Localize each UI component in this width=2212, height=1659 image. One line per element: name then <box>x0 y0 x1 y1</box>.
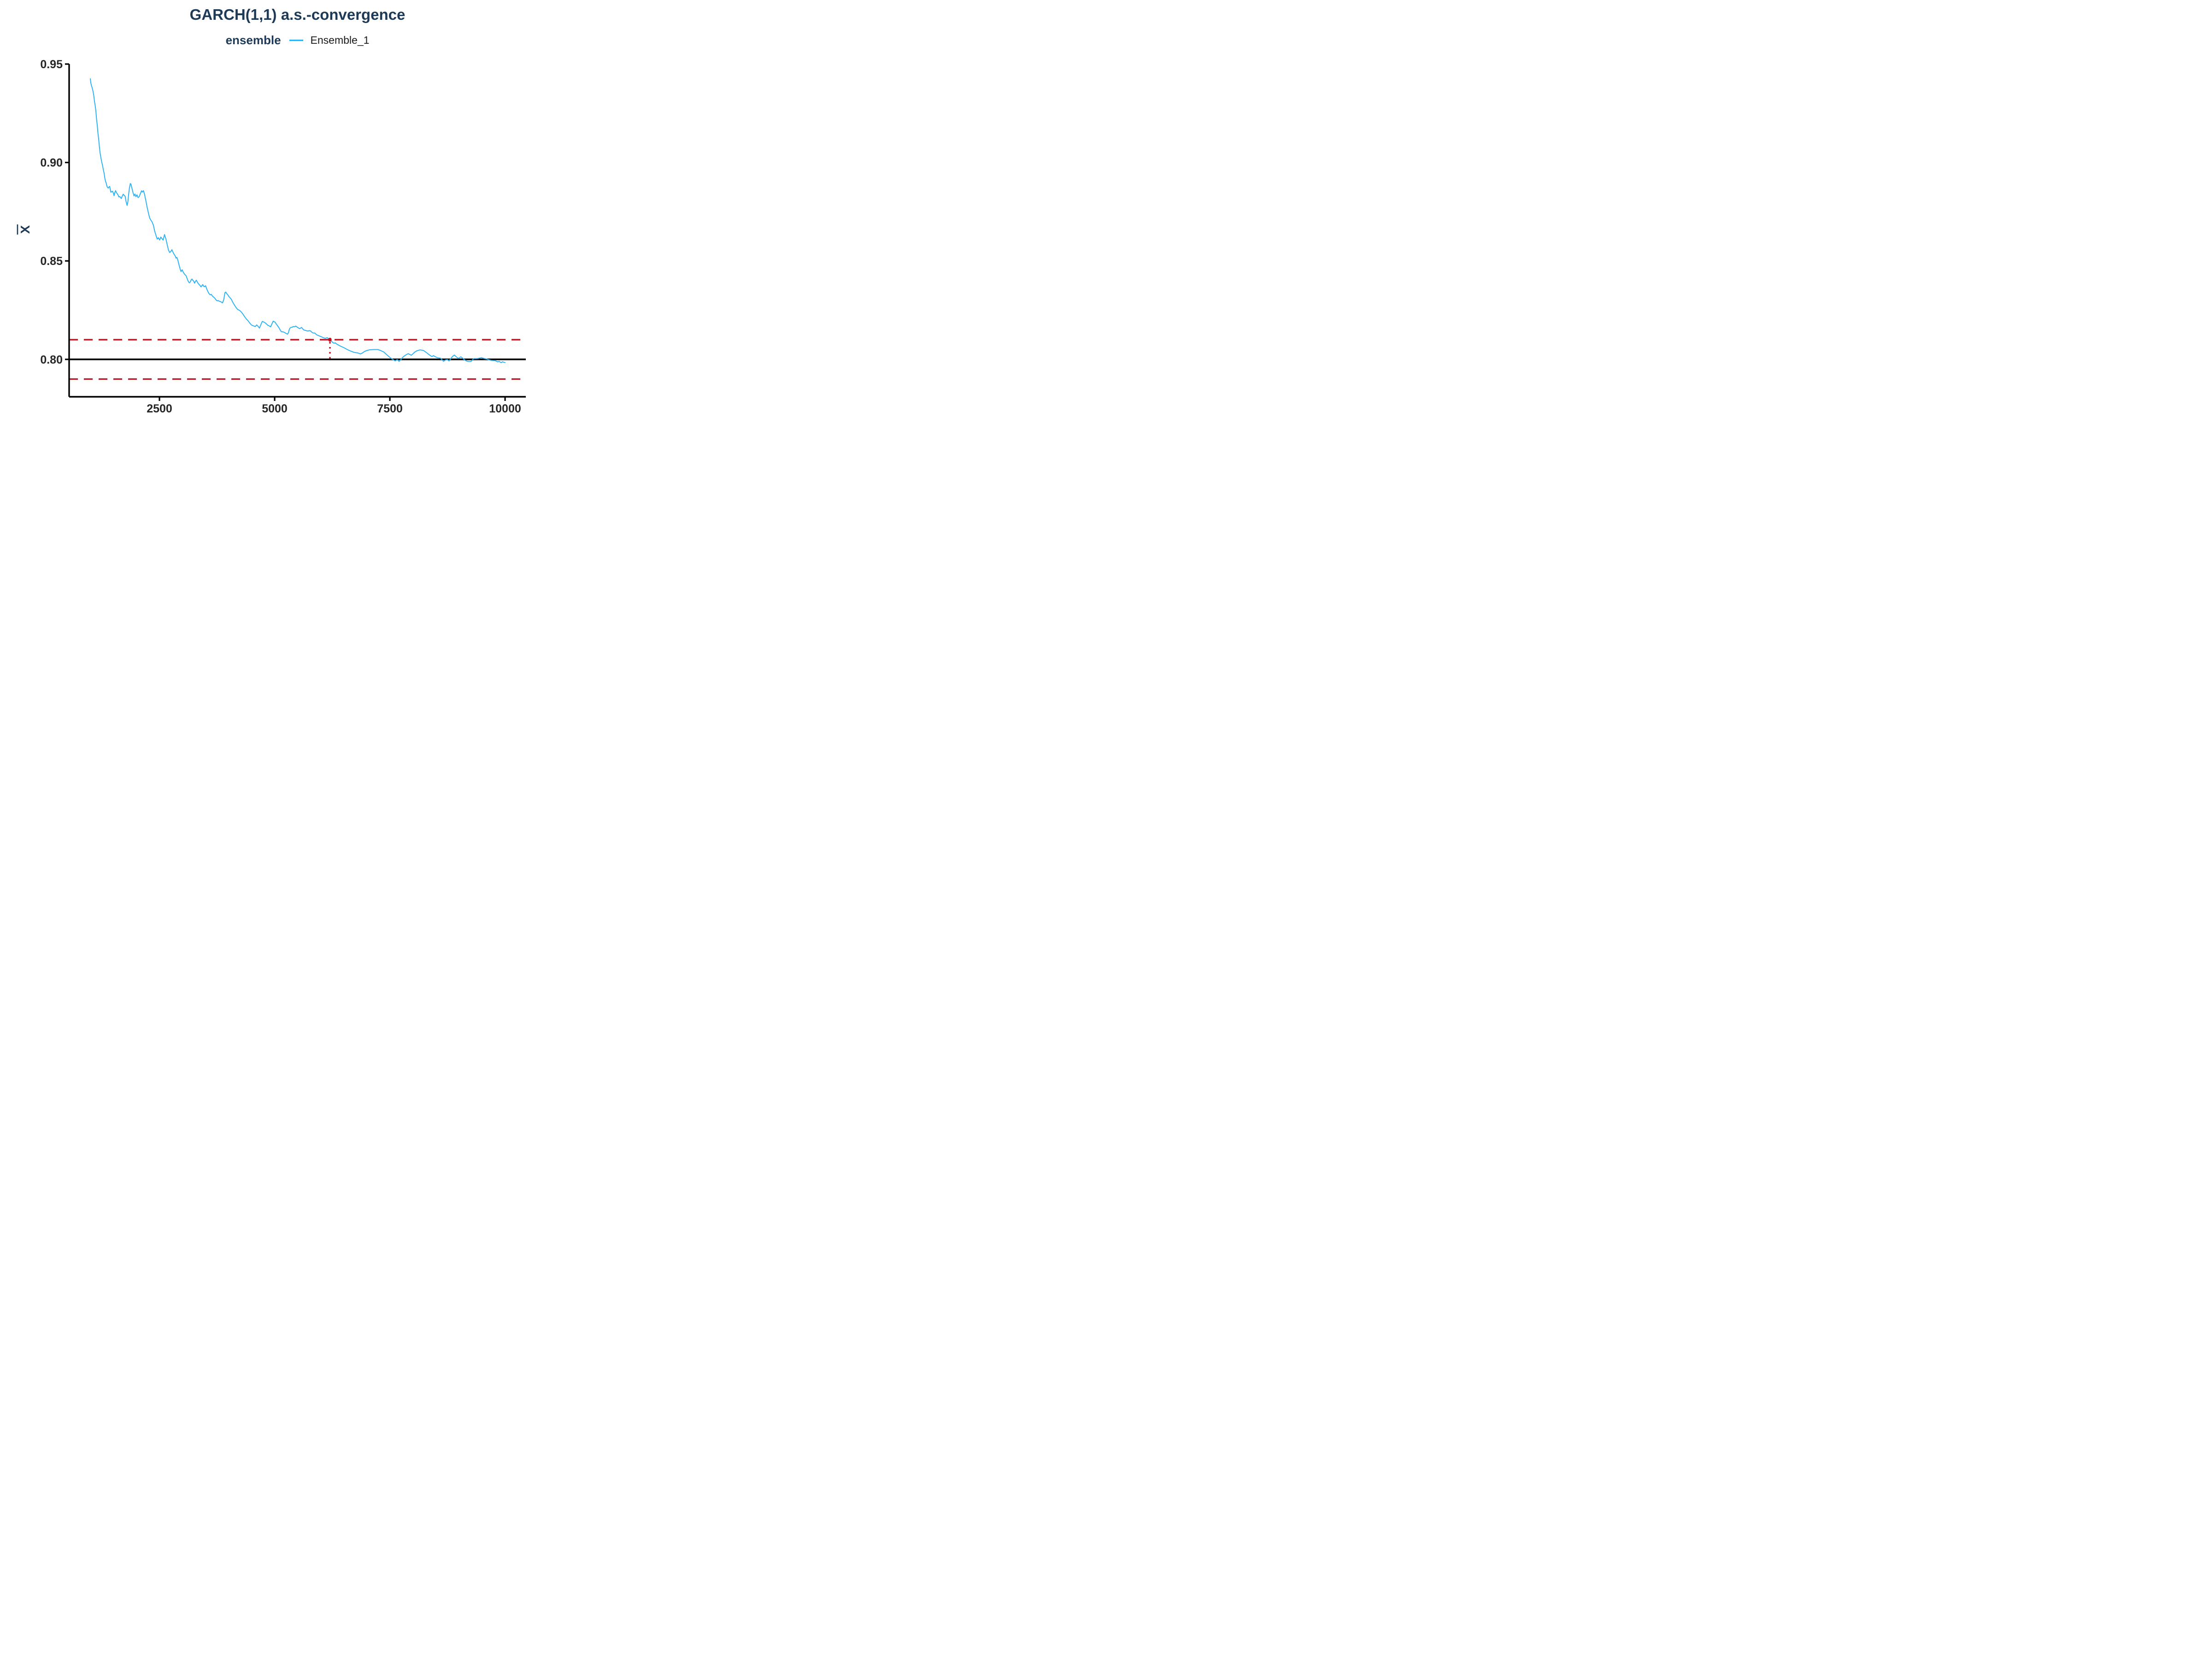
convergence-marker-dot <box>328 337 332 342</box>
x-tick-label: 10000 <box>489 402 521 415</box>
figure: GARCH(1,1) a.s.-convergence ensemble Ens… <box>0 0 553 415</box>
y-tick-label: 0.95 <box>40 58 63 71</box>
y-tick-label: 0.90 <box>40 157 63 170</box>
series-line-ensemble_1 <box>90 78 506 364</box>
y-axis-title: X <box>17 224 32 235</box>
legend-title: ensemble <box>225 33 281 47</box>
page-title: GARCH(1,1) a.s.-convergence <box>189 6 406 23</box>
legend-line-swatch <box>289 40 303 41</box>
chart-canvas: 0.95 0.90 0.85 0.80 2500 5000 7500 10000 X <box>17 58 526 415</box>
y-axis-title-text: X <box>18 225 32 234</box>
y-tick-label: 0.80 <box>40 353 63 366</box>
y-tick-label: 0.85 <box>40 255 63 268</box>
legend: ensemble Ensemble_1 <box>69 33 526 47</box>
x-tick-label: 5000 <box>262 402 288 415</box>
x-tick-label: 7500 <box>377 402 403 415</box>
legend-series-label: Ensemble_1 <box>310 34 370 46</box>
x-tick-label: 2500 <box>147 402 172 415</box>
